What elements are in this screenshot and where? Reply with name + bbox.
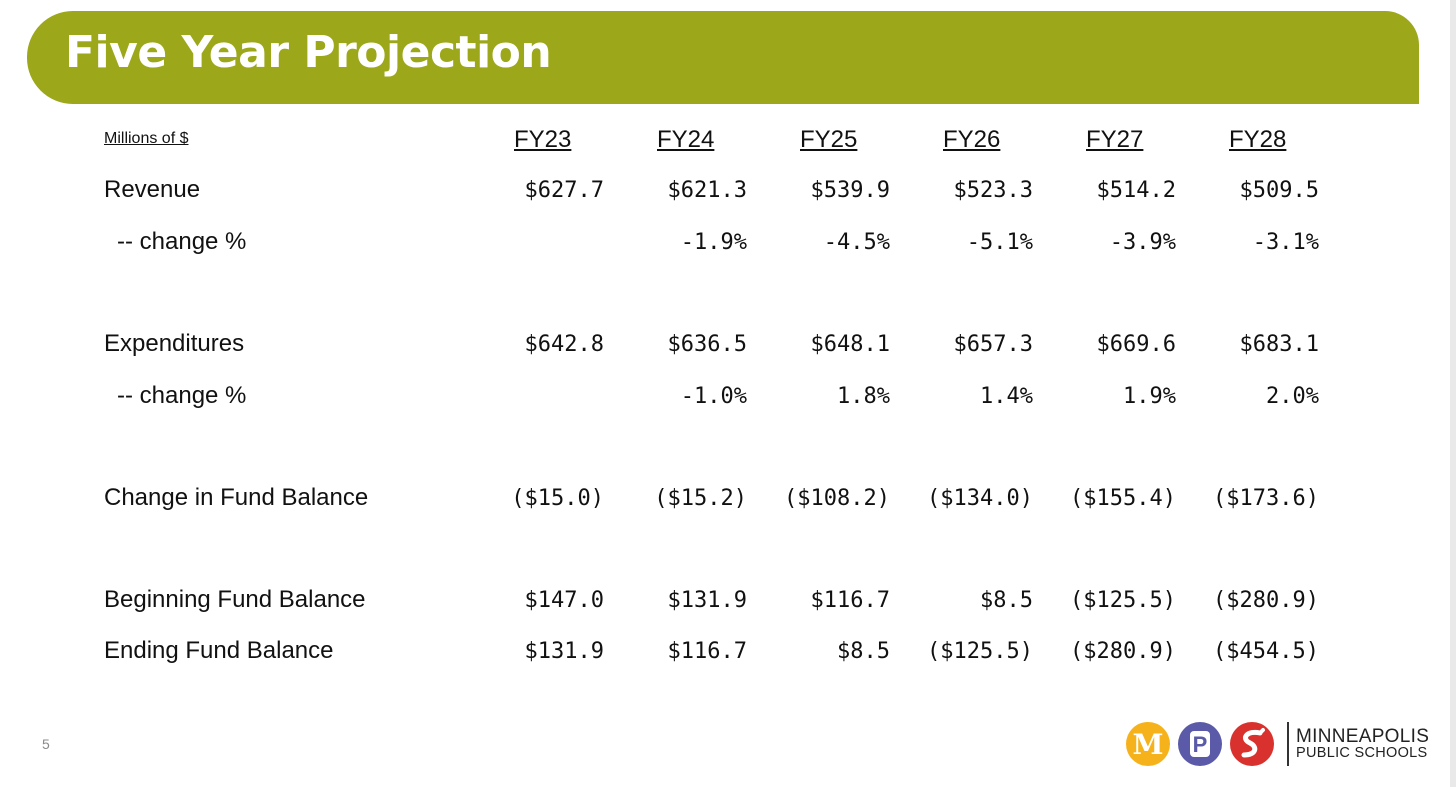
title-banner: Five Year Projection bbox=[27, 11, 1419, 104]
table-cell: $514.2 bbox=[1096, 178, 1176, 203]
table-cell: ($280.9) bbox=[1213, 588, 1319, 613]
table-cell: $116.7 bbox=[667, 639, 747, 664]
table-cell: 2.0% bbox=[1266, 384, 1319, 409]
table-cell: $147.0 bbox=[524, 588, 604, 613]
table-cell: $642.8 bbox=[524, 332, 604, 357]
row-label-expenditures-change: -- change % bbox=[117, 382, 247, 409]
column-header-fy25: FY25 bbox=[800, 126, 858, 153]
m-logo-icon: M bbox=[1126, 722, 1170, 766]
table-cell: $636.5 bbox=[667, 332, 747, 357]
column-header-fy23: FY23 bbox=[514, 126, 572, 153]
row-label-revenue: Revenue bbox=[104, 176, 201, 203]
table-cell: 1.9% bbox=[1123, 384, 1176, 409]
table-cell: ($15.0) bbox=[511, 486, 604, 511]
row-label-ending-fund-balance: Ending Fund Balance bbox=[104, 637, 334, 664]
table-cell: $657.3 bbox=[953, 332, 1033, 357]
table-cell: $131.9 bbox=[524, 639, 604, 664]
table-cell: $8.5 bbox=[837, 639, 890, 664]
table-cell: $648.1 bbox=[810, 332, 890, 357]
table-cell: ($173.6) bbox=[1213, 486, 1319, 511]
logo-divider bbox=[1287, 722, 1289, 766]
mps-logo: M P MINNEAPOLIS PUBLIC SCHOOLS bbox=[1126, 720, 1430, 770]
column-header-fy26: FY26 bbox=[943, 126, 1001, 153]
table-cell: $621.3 bbox=[667, 178, 747, 203]
row-label-expenditures: Expenditures bbox=[104, 330, 245, 357]
column-header-fy28: FY28 bbox=[1229, 126, 1287, 153]
column-header-fy27: FY27 bbox=[1086, 126, 1144, 153]
table-cell: ($125.5) bbox=[1070, 588, 1176, 613]
table-cell: ($134.0) bbox=[927, 486, 1033, 511]
table-cell: $116.7 bbox=[810, 588, 890, 613]
table-cell: 1.8% bbox=[837, 384, 890, 409]
table-cell: $523.3 bbox=[953, 178, 1033, 203]
table-cell: -5.1% bbox=[966, 230, 1033, 255]
table-cell: $669.6 bbox=[1096, 332, 1176, 357]
table-cell: -3.1% bbox=[1252, 230, 1319, 255]
table-cell: ($15.2) bbox=[654, 486, 747, 511]
table-cell: ($280.9) bbox=[1070, 639, 1176, 664]
table-cell: -4.5% bbox=[823, 230, 890, 255]
page-number: 5 bbox=[42, 736, 50, 752]
p-logo-letter: P bbox=[1193, 732, 1208, 757]
slide-edge bbox=[1450, 0, 1456, 787]
table-cell: -1.0% bbox=[680, 384, 747, 409]
table-cell: $509.5 bbox=[1239, 178, 1319, 203]
slide-title: Five Year Projection bbox=[65, 27, 552, 78]
table-cell: $131.9 bbox=[667, 588, 747, 613]
table-cell: -3.9% bbox=[1109, 230, 1176, 255]
table-cell: ($125.5) bbox=[927, 639, 1033, 664]
table-cell: $539.9 bbox=[810, 178, 890, 203]
row-label-revenue-change: -- change % bbox=[117, 228, 247, 255]
logo-text-line2: PUBLIC SCHOOLS bbox=[1296, 745, 1428, 761]
table-cell: ($108.2) bbox=[784, 486, 890, 511]
table-cell: $683.1 bbox=[1239, 332, 1319, 357]
logo-text-line1: MINNEAPOLIS bbox=[1296, 726, 1430, 747]
p-logo-icon: P bbox=[1178, 722, 1222, 766]
units-label: Millions of $ bbox=[104, 130, 189, 147]
table-cell: ($155.4) bbox=[1070, 486, 1176, 511]
row-label-beginning-fund-balance: Beginning Fund Balance bbox=[104, 586, 366, 613]
table-cell: ($454.5) bbox=[1213, 639, 1319, 664]
row-label-change-in-fund-balance: Change in Fund Balance bbox=[104, 484, 369, 511]
column-header-fy24: FY24 bbox=[657, 126, 715, 153]
s-logo-icon bbox=[1230, 722, 1274, 766]
table-cell: $627.7 bbox=[524, 178, 604, 203]
table-cell: 1.4% bbox=[980, 384, 1033, 409]
table-cell: -1.9% bbox=[680, 230, 747, 255]
m-logo-letter: M bbox=[1133, 728, 1164, 761]
table-cell: $8.5 bbox=[980, 588, 1033, 613]
